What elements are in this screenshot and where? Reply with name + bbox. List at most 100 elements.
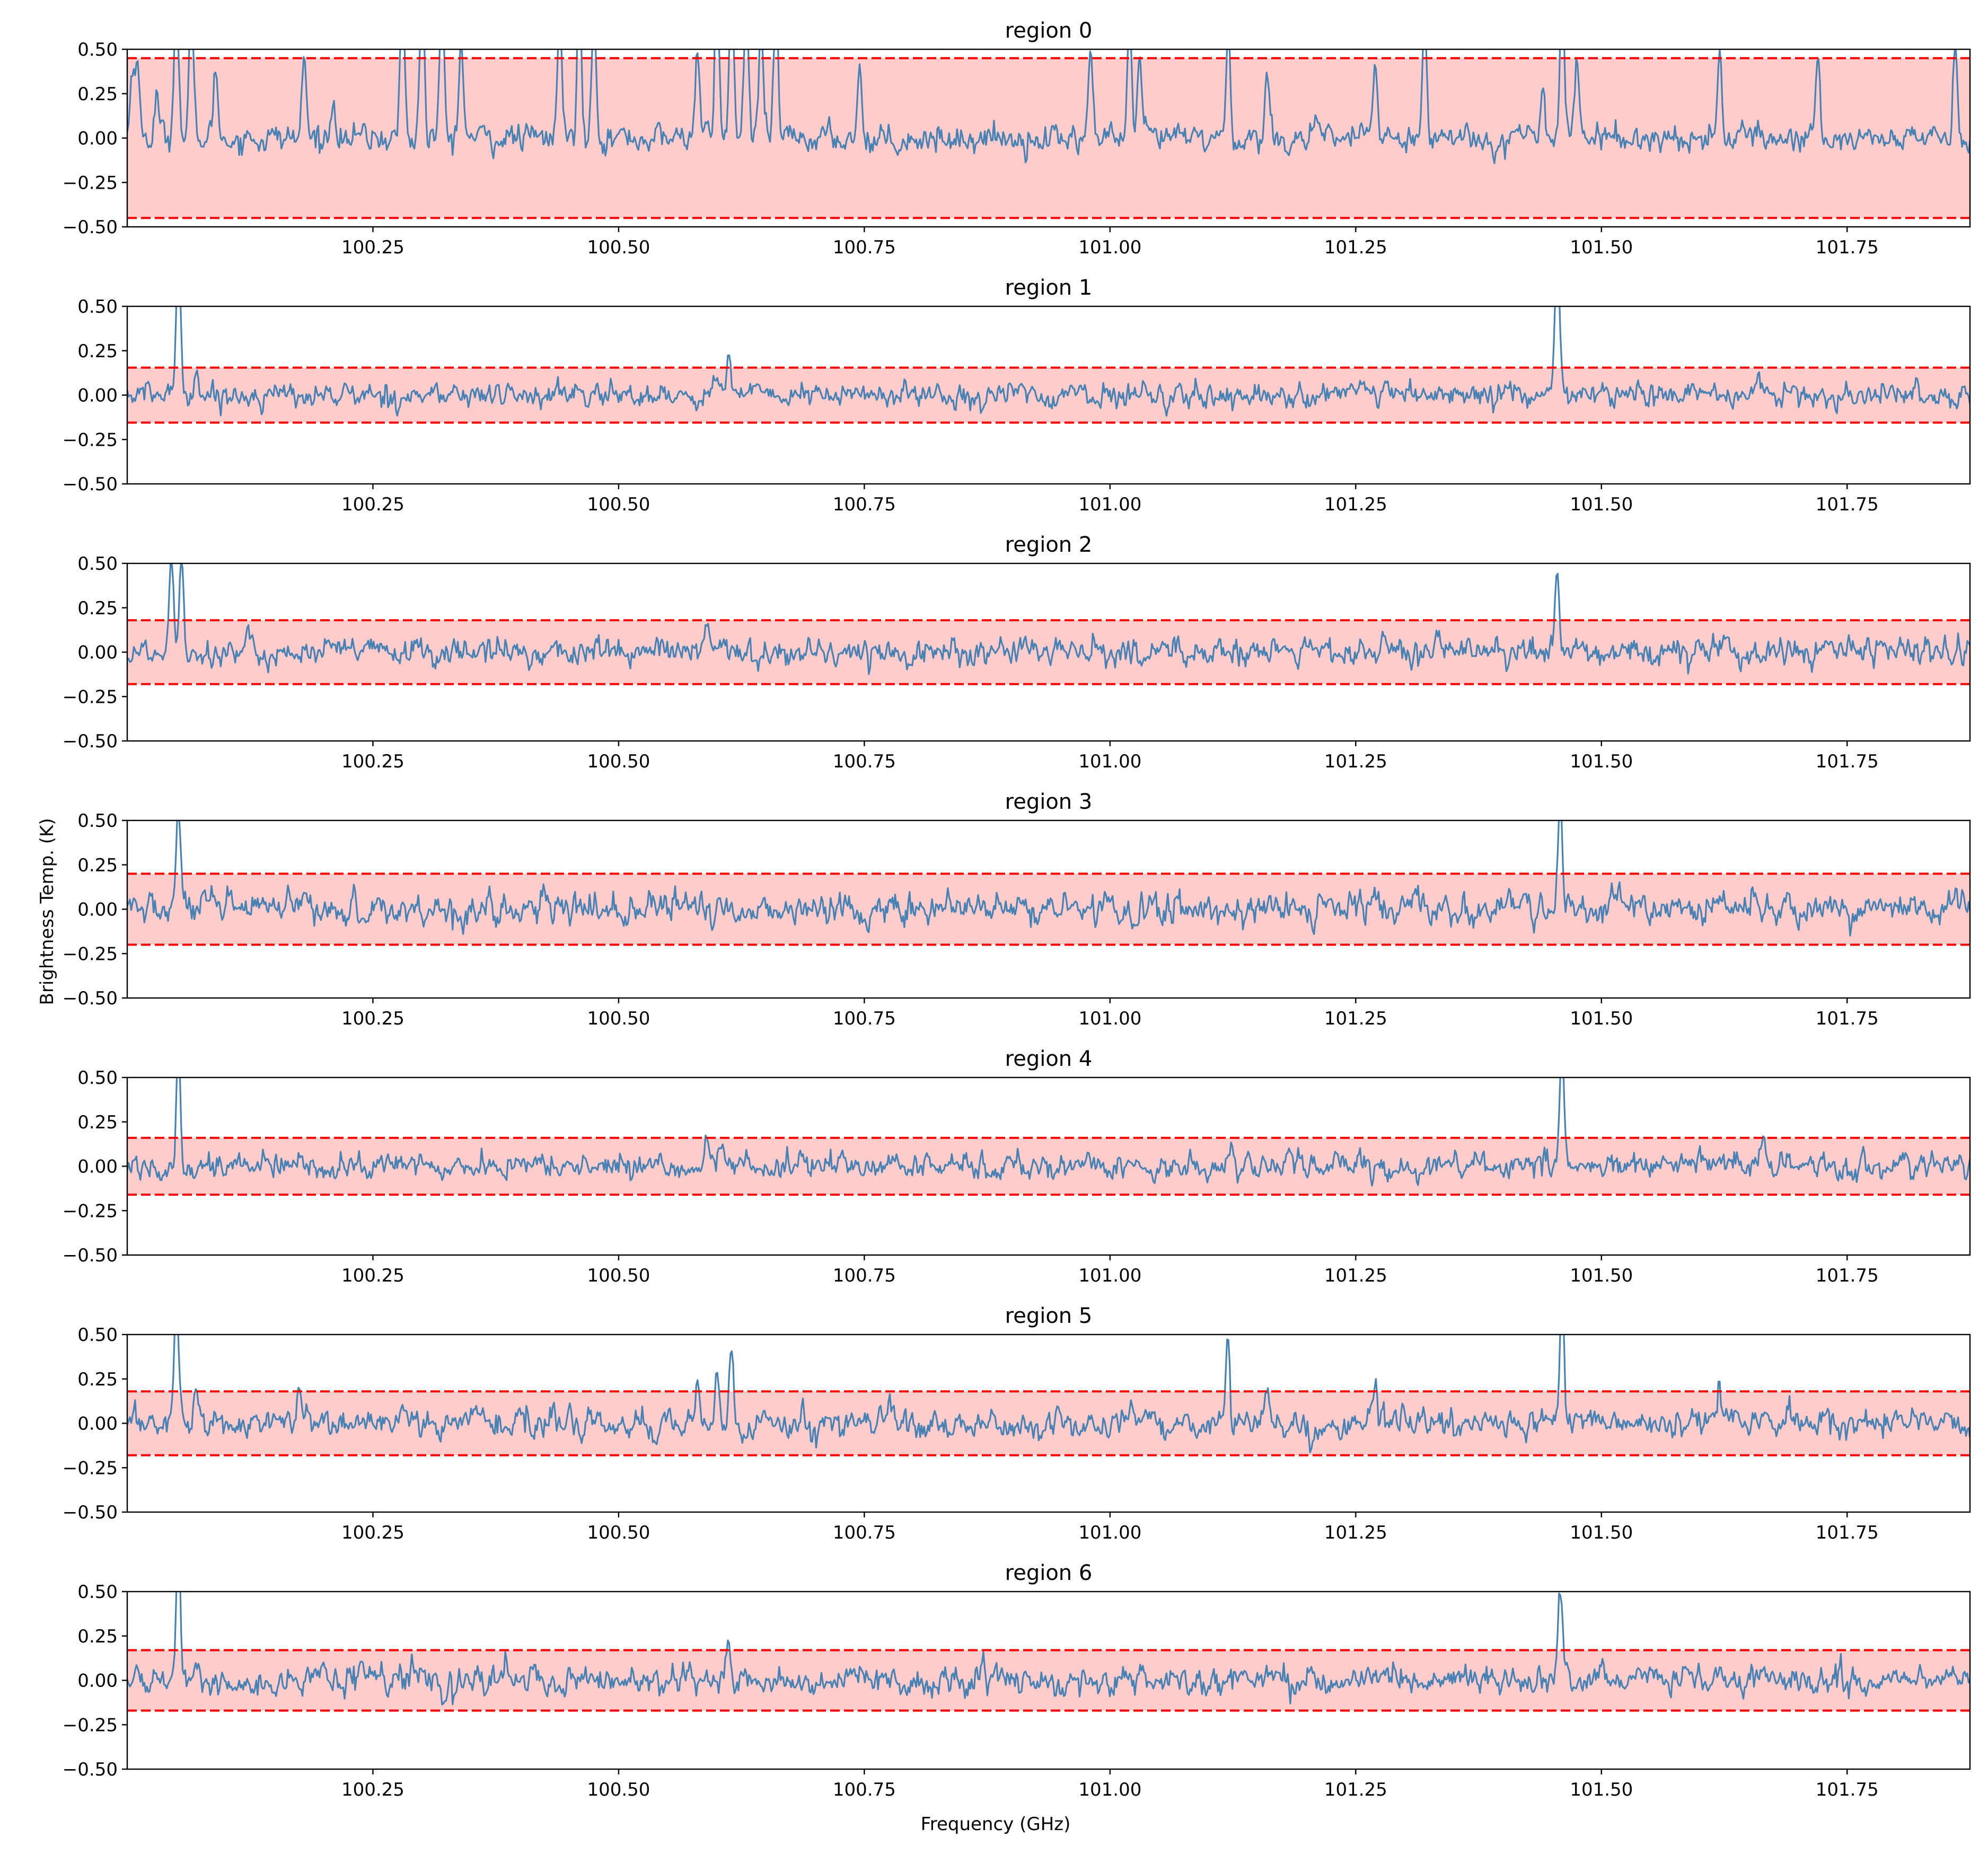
- panel-title: region 0: [1005, 19, 1093, 43]
- x-tick-label: 101.00: [1078, 1522, 1141, 1543]
- y-tick-label: −0.25: [63, 429, 118, 450]
- y-tick-label: 0.50: [77, 553, 118, 575]
- y-tick-label: −0.50: [63, 731, 118, 752]
- y-tick-label: 0.00: [77, 1671, 118, 1692]
- y-tick-label: 0.25: [77, 855, 118, 876]
- x-tick-label: 100.75: [833, 237, 896, 258]
- x-tick-label: 100.50: [587, 494, 650, 515]
- y-tick-label: −0.25: [63, 1200, 118, 1222]
- threshold-band: [127, 1391, 1970, 1455]
- spectrum-line: [127, 1592, 1970, 1706]
- x-tick-label: 100.25: [341, 751, 404, 772]
- y-tick-label: 0.50: [77, 1067, 118, 1089]
- x-tick-label: 101.75: [1816, 1522, 1879, 1543]
- x-tick-label: 100.75: [833, 1008, 896, 1029]
- x-tick-label: 100.25: [341, 1779, 404, 1800]
- y-tick-label: 0.00: [77, 642, 118, 664]
- y-tick-label: 0.50: [77, 810, 118, 832]
- x-tick-label: 101.25: [1324, 1008, 1387, 1029]
- y-tick-label: 0.50: [77, 1324, 118, 1346]
- spectrum-line: [127, 820, 1970, 937]
- y-tick-label: −0.25: [63, 172, 118, 193]
- spectrum-line: [127, 563, 1970, 675]
- y-tick-label: 0.00: [77, 899, 118, 921]
- panels-container: region 0 0.50 0.25 0.00 −0.25 −0.50 100.25 100.…: [63, 19, 1971, 1800]
- y-tick-label: 0.25: [77, 341, 118, 362]
- x-tick-label: 100.50: [587, 1522, 650, 1543]
- panel-region-3: region 3 0.50 0.25 0.00 −0.25 −0.50 100.25 100.…: [63, 790, 1971, 1029]
- x-tick-label: 101.50: [1570, 494, 1633, 515]
- x-tick-label: 100.75: [833, 494, 896, 515]
- x-tick-label: 100.25: [341, 1008, 404, 1029]
- y-tick-label: −0.25: [63, 1715, 118, 1736]
- x-tick-label: 101.50: [1570, 237, 1633, 258]
- x-tick-label: 100.25: [341, 494, 404, 515]
- x-tick-label: 101.00: [1078, 1779, 1141, 1800]
- panel-title: region 6: [1005, 1561, 1093, 1585]
- x-axis-label: Frequency (GHz): [921, 1814, 1071, 1835]
- panel-region-2: region 2 0.50 0.25 0.00 −0.25 −0.50 100.25 100.…: [63, 533, 1971, 772]
- y-tick-label: 0.00: [77, 1414, 118, 1435]
- threshold-band: [127, 367, 1970, 423]
- y-tick-label: 0.50: [77, 1582, 118, 1603]
- x-tick-label: 101.25: [1324, 1265, 1387, 1286]
- x-tick-label: 100.75: [833, 1265, 896, 1286]
- y-axis-label: Brightness Temp. (K): [37, 818, 58, 1005]
- x-tick-label: 100.25: [341, 1265, 404, 1286]
- x-tick-label: 101.50: [1570, 1779, 1633, 1800]
- x-tick-label: 101.00: [1078, 751, 1141, 772]
- x-tick-label: 100.25: [341, 1522, 404, 1543]
- x-tick-label: 101.25: [1324, 1779, 1387, 1800]
- y-tick-label: −0.50: [63, 1759, 118, 1780]
- x-tick-label: 101.50: [1570, 1008, 1633, 1029]
- x-tick-label: 101.00: [1078, 237, 1141, 258]
- panel-title: region 4: [1005, 1047, 1093, 1071]
- x-tick-label: 100.50: [587, 1779, 650, 1800]
- y-tick-label: 0.25: [77, 84, 118, 105]
- x-tick-label: 100.50: [587, 1265, 650, 1286]
- x-tick-label: 101.50: [1570, 751, 1633, 772]
- y-tick-label: −0.50: [63, 1245, 118, 1266]
- x-tick-label: 100.50: [587, 751, 650, 772]
- threshold-band: [127, 873, 1970, 945]
- y-tick-label: −0.50: [63, 474, 118, 495]
- y-tick-label: −0.25: [63, 686, 118, 708]
- y-tick-label: 0.00: [77, 128, 118, 149]
- x-tick-label: 101.75: [1816, 751, 1879, 772]
- x-tick-label: 100.50: [587, 1008, 650, 1029]
- y-tick-label: 0.50: [77, 39, 118, 60]
- panel-title: region 2: [1005, 533, 1093, 557]
- x-tick-label: 101.00: [1078, 494, 1141, 515]
- x-tick-label: 101.50: [1570, 1522, 1633, 1543]
- x-tick-label: 100.75: [833, 1522, 896, 1543]
- spectrum-line: [127, 1335, 1970, 1453]
- y-tick-label: 0.00: [77, 385, 118, 407]
- panel-region-5: region 5 0.50 0.25 0.00 −0.25 −0.50 100.25 100.…: [63, 1304, 1971, 1543]
- x-tick-label: 101.00: [1078, 1265, 1141, 1286]
- x-tick-label: 100.50: [587, 237, 650, 258]
- x-tick-label: 101.25: [1324, 237, 1387, 258]
- x-tick-label: 100.75: [833, 1779, 896, 1800]
- y-tick-label: −0.25: [63, 1458, 118, 1479]
- x-tick-label: 101.00: [1078, 1008, 1141, 1029]
- x-tick-label: 101.75: [1816, 1008, 1879, 1029]
- panel-title: region 3: [1005, 790, 1093, 814]
- spectrum-line: [127, 1077, 1970, 1187]
- x-tick-label: 101.75: [1816, 237, 1879, 258]
- y-tick-label: 0.50: [77, 296, 118, 317]
- y-tick-label: 0.25: [77, 1626, 118, 1647]
- y-tick-label: 0.00: [77, 1156, 118, 1178]
- y-tick-label: −0.50: [63, 217, 118, 238]
- x-tick-label: 100.75: [833, 751, 896, 772]
- spectrum-line: [127, 49, 1970, 164]
- y-tick-label: 0.25: [77, 1112, 118, 1133]
- panel-region-1: region 1 0.50 0.25 0.00 −0.25 −0.50 100.25 100.…: [63, 276, 1971, 515]
- x-tick-label: 101.25: [1324, 494, 1387, 515]
- x-tick-label: 101.75: [1816, 494, 1879, 515]
- y-tick-label: −0.25: [63, 943, 118, 965]
- x-tick-label: 101.25: [1324, 1522, 1387, 1543]
- panel-title: region 5: [1005, 1304, 1093, 1328]
- panel-region-4: region 4 0.50 0.25 0.00 −0.25 −0.50 100.25 100.…: [63, 1047, 1971, 1286]
- x-tick-label: 101.25: [1324, 751, 1387, 772]
